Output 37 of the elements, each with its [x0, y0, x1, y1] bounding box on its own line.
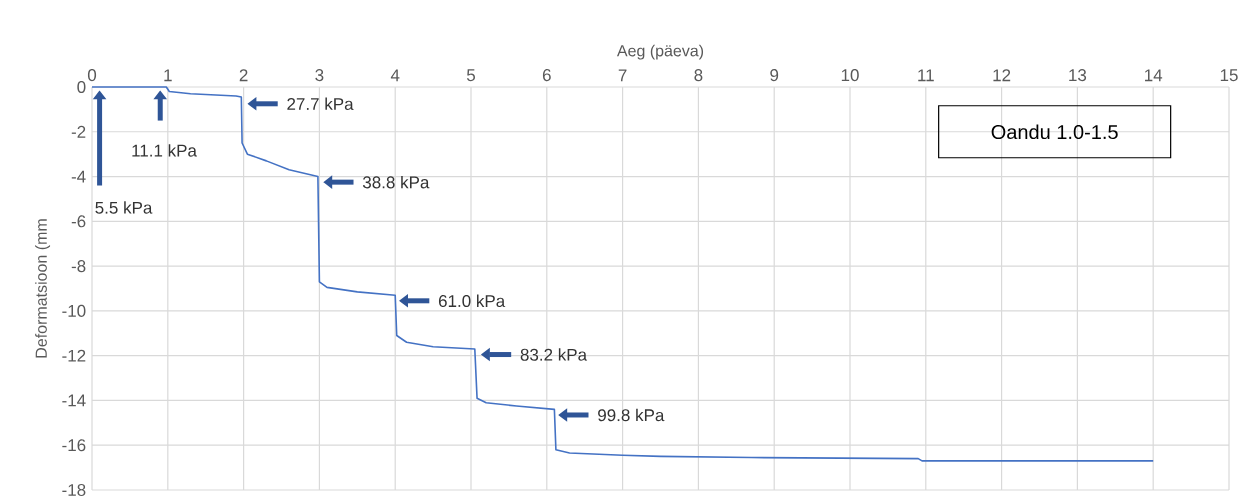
x-tick-label: 10 [841, 69, 859, 82]
y-tick-label: -12 [62, 349, 86, 362]
y-tick-label: -10 [62, 305, 86, 318]
y-axis-title: Deformatsioon (mm [35, 219, 51, 358]
annotation: 5.5 kPa [95, 201, 153, 214]
annotation: 11.1 kPa [132, 144, 197, 157]
x-tick-label: 2 [239, 69, 248, 82]
text: Oandu 1.0-1.5 [991, 124, 1118, 140]
y-tick-label: -8 [71, 260, 86, 273]
x-axis-title: Aeg (päeva) [616, 44, 704, 60]
annotation: 61.0 kPa [438, 294, 506, 308]
x-tick-label: 5 [466, 69, 476, 82]
annotation: 38.8 kPa [362, 176, 430, 189]
x-tick-label: 12 [993, 69, 1011, 82]
line-series [91, 86, 1154, 462]
annotation: 27.7 kPa [287, 97, 354, 111]
y-tick-label: -14 [62, 394, 86, 407]
x-tick-label: 0 [87, 69, 97, 82]
x-tick-label: 3 [315, 69, 324, 82]
x-tick-label: 6 [542, 69, 551, 82]
x-tick-label: 7 [618, 69, 627, 82]
annotation: 83.2 kPa [520, 348, 588, 361]
x-tick-label: 1 [164, 69, 172, 82]
y-tick-label: -16 [62, 439, 86, 452]
x-tick-label: 13 [1069, 69, 1087, 82]
y-tick-label: -4 [71, 170, 86, 183]
x-tick-label: 4 [390, 69, 400, 82]
y-tick-label: -6 [71, 215, 86, 228]
y-tick-label: -18 [62, 484, 86, 497]
x-tick-label: 9 [770, 69, 779, 82]
y-tick-label: 0 [77, 81, 86, 94]
x-tick-label: 15 [1220, 69, 1238, 82]
annotation: 99.8 kPa [598, 408, 665, 422]
x-tick-label: 8 [694, 69, 703, 82]
y-tick-label: -2 [71, 125, 86, 138]
x-tick-label: 11 [918, 69, 934, 82]
x-tick-label: 14 [1145, 69, 1163, 82]
